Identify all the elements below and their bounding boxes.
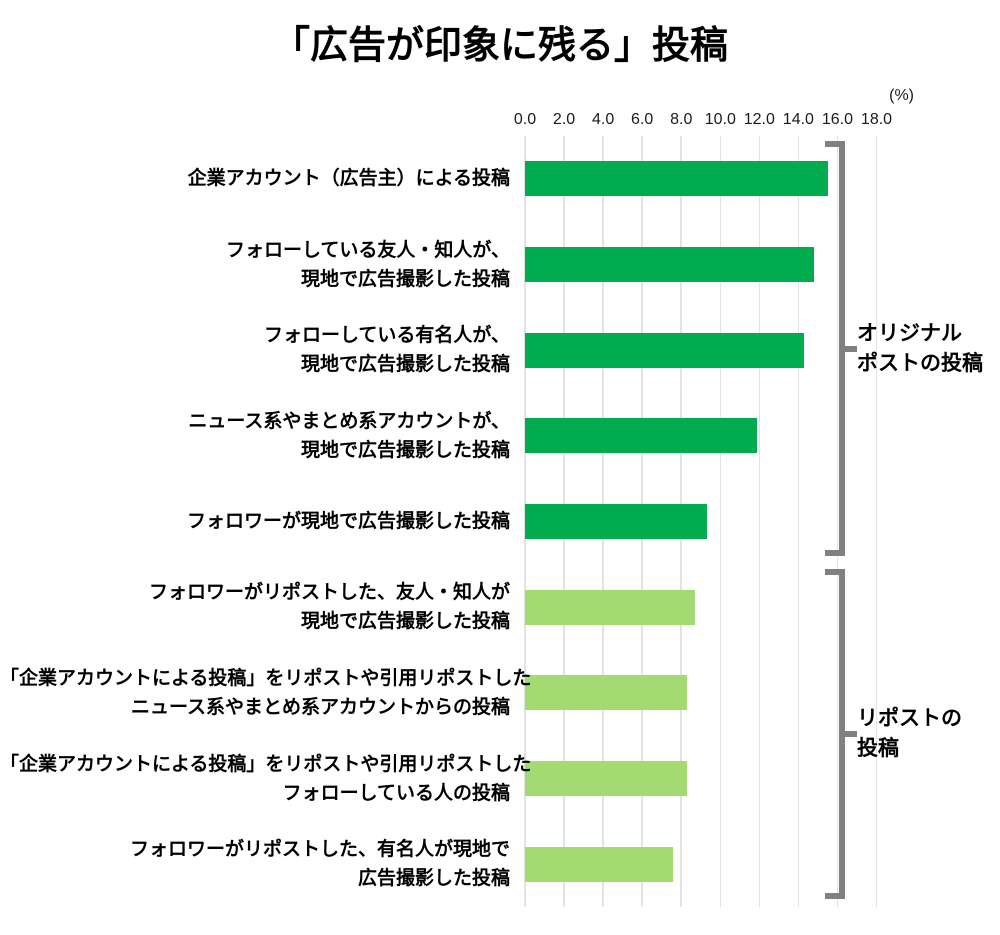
group-bracket-line (839, 141, 845, 557)
gridline (758, 136, 761, 907)
group-bracket-arm (825, 569, 845, 576)
gridline (875, 136, 878, 907)
gridline (797, 136, 800, 907)
category-label: フォロワーが現地で広告撮影した投稿 (0, 507, 510, 536)
category-label-line: 現地で広告撮影した投稿 (300, 354, 510, 376)
bar (525, 761, 688, 796)
bar (525, 418, 758, 454)
bar (525, 247, 814, 282)
x-axis-tick-label: 2.0 (552, 111, 576, 128)
group-bracket-nub (845, 731, 857, 738)
group-bracket-label: リポストの 投稿 (857, 704, 962, 764)
bar (525, 504, 707, 539)
gridline (719, 136, 722, 907)
x-axis-tick-label: 16.0 (821, 111, 854, 128)
bar (525, 161, 828, 197)
group-bracket-arm (825, 893, 845, 899)
group-bracket-nub (845, 345, 857, 352)
category-label-line: フォローしている友人・知人が、 (225, 239, 510, 261)
group-bracket-arm (825, 141, 845, 147)
category-label-line: 企業アカウント（広告主）による投稿 (187, 168, 510, 190)
axis-unit-label: (%) (889, 87, 914, 104)
category-label: フォローしている友人・知人が、現地で広告撮影した投稿 (0, 236, 510, 294)
gridline (836, 136, 839, 907)
x-axis-tick-label: 4.0 (591, 111, 615, 128)
x-axis-tick-label: 8.0 (670, 111, 693, 128)
category-label-line: フォローしている人の投稿 (282, 782, 510, 804)
category-label-line: 広告撮影した投稿 (357, 868, 510, 890)
chart-title: 「広告が印象に残る」投稿 (271, 25, 728, 67)
category-label-line: フォローしている有名人が、 (263, 325, 510, 347)
x-axis-tick-label: 12.0 (743, 111, 775, 128)
bar (525, 675, 688, 711)
category-label-line: 「企業アカウントによる投稿」をリポストや引用リポストした (0, 667, 532, 689)
group-bracket-label-line: オリジナル (857, 321, 962, 345)
category-label-line: フォロワーがリポストした、友人・知人が (148, 582, 510, 604)
category-label-line: フォロワーがリポストした、有名人が現地で (129, 839, 510, 861)
category-label: フォロワーがリポストした、友人・知人が現地で広告撮影した投稿 (0, 578, 510, 636)
category-label-line: フォロワーが現地で広告撮影した投稿 (186, 511, 510, 532)
group-bracket-label-line: リポストの (857, 707, 962, 731)
x-axis-tick-label: 14.0 (782, 111, 814, 128)
plot-area (524, 136, 878, 907)
group-bracket-arm (825, 550, 845, 557)
category-label: 企業アカウント（広告主）による投稿 (0, 164, 510, 193)
category-label-line: ニュース系やまとめ系アカウントからの投稿 (130, 696, 510, 718)
category-label: ニュース系やまとめ系アカウントが、現地で広告撮影した投稿 (0, 407, 510, 465)
x-axis-tick-label: 0.0 (513, 111, 537, 128)
bar (525, 589, 695, 625)
category-label: 「企業アカウントによる投稿」をリポストや引用リポストしたフォローしている人の投稿 (0, 750, 532, 808)
category-label-line: 現地で広告撮影した投稿 (300, 611, 510, 633)
bar (525, 332, 805, 368)
x-axis-tick-label: 6.0 (631, 111, 654, 128)
category-label: フォローしている有名人が、現地で広告撮影した投稿 (0, 321, 510, 379)
x-axis-tick-label: 10.0 (704, 111, 736, 128)
group-bracket-label-line: 投稿 (857, 737, 899, 761)
category-label: フォロワーがリポストした、有名人が現地で広告撮影した投稿 (0, 835, 510, 893)
category-label: 「企業アカウントによる投稿」をリポストや引用リポストしたニュース系やまとめ系アカ… (0, 664, 532, 722)
x-axis-tick-label: 18.0 (860, 111, 893, 128)
category-label-line: 現地で広告撮影した投稿 (300, 439, 510, 461)
category-label-line: ニュース系やまとめ系アカウントが、 (188, 410, 510, 432)
group-bracket-line (839, 569, 845, 899)
group-bracket-label: オリジナルポストの投稿 (857, 319, 983, 379)
category-label-line: 「企業アカウントによる投稿」をリポストや引用リポストした (0, 753, 532, 775)
category-label-line: 現地で広告撮影した投稿 (300, 268, 510, 290)
bar (525, 846, 674, 882)
group-bracket-label-line: ポストの投稿 (857, 351, 983, 375)
